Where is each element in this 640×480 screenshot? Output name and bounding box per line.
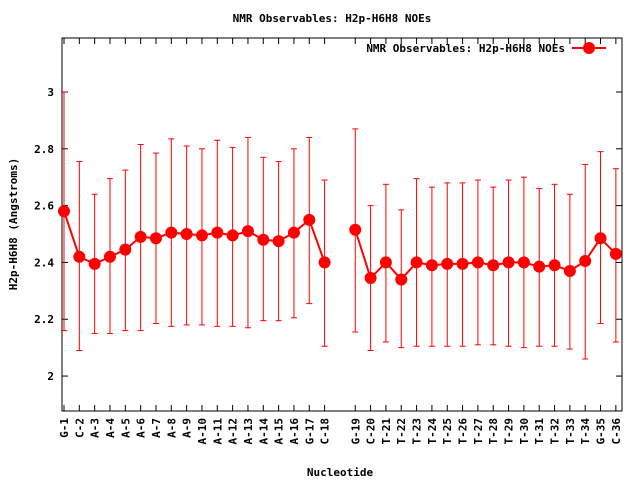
x-tick-label: C-2 (73, 418, 86, 438)
x-tick-label: T-31 (533, 418, 546, 445)
data-point (165, 226, 178, 239)
x-tick-label: A-11 (211, 418, 224, 445)
data-point (502, 256, 515, 269)
x-tick-label: C-20 (365, 418, 378, 445)
x-tick-label: T-34 (579, 418, 592, 445)
x-tick-label: A-9 (181, 418, 194, 438)
x-axis: G-1 C-2 A-3 A-4 A-5 A-6 A-7 A-8 A-9 A-10 A-11 A-12 A… (58, 38, 623, 445)
x-tick-label: A-14 (257, 418, 270, 445)
data-point (134, 230, 147, 243)
x-tick-label: A-6 (135, 418, 148, 438)
data-point (563, 264, 576, 277)
data-point (379, 256, 392, 269)
x-tick-label: T-25 (441, 418, 454, 445)
plot-frame (61, 37, 623, 412)
x-tick-label: T-30 (518, 418, 531, 445)
x-tick-label: A-3 (89, 418, 102, 438)
series-segment (308, 219, 326, 263)
data-point (471, 256, 484, 269)
data-point (548, 259, 561, 272)
x-tick-label: A-7 (150, 418, 163, 438)
data-point (594, 232, 607, 245)
data-point (410, 256, 423, 269)
data-point (303, 213, 316, 226)
data-point (211, 226, 224, 239)
y-tick-label: 2 (47, 370, 54, 383)
data-point (241, 225, 254, 238)
x-tick-label: A-13 (242, 418, 255, 445)
x-tick-label: T-28 (487, 418, 500, 445)
x-tick-label: A-16 (288, 418, 301, 445)
y-tick-label: 2.2 (34, 313, 54, 326)
data-point (180, 228, 193, 241)
x-tick-label: A-10 (196, 418, 209, 445)
series-noe (57, 91, 622, 360)
x-tick-label: A-15 (273, 418, 286, 445)
x-tick-label: T-27 (472, 418, 485, 445)
chart-title: NMR Observables: H2p-H6H8 NOEs (233, 12, 432, 25)
y-tick-label: 2.6 (34, 200, 54, 213)
data-point (103, 250, 116, 263)
data-point (272, 235, 285, 248)
y-axis-label: H2p-H6H8 (Angstroms) (7, 158, 20, 290)
x-tick-label: T-21 (380, 418, 393, 445)
data-point (533, 260, 546, 273)
data-point (149, 232, 162, 245)
x-tick-label: T-33 (564, 418, 577, 445)
x-tick-label: C-18 (319, 418, 332, 445)
data-point (318, 256, 331, 269)
y-tick-label: 2.8 (34, 143, 54, 156)
x-tick-label: A-4 (104, 418, 117, 438)
x-tick-label: G-1 (58, 418, 71, 438)
data-point (441, 257, 454, 270)
data-point (517, 256, 530, 269)
series-segment (63, 210, 81, 258)
x-tick-label: G-17 (303, 418, 316, 445)
data-point (88, 257, 101, 270)
data-point (487, 259, 500, 272)
data-point (456, 257, 469, 270)
y-tick-label: 2.4 (34, 256, 54, 269)
data-point (425, 259, 438, 272)
data-point (395, 273, 408, 286)
data-point (73, 250, 86, 263)
x-tick-label: T-26 (457, 418, 470, 445)
data-point (364, 272, 377, 285)
data-point (579, 255, 592, 268)
legend-label: NMR Observables: H2p-H6H8 NOEs (366, 42, 565, 55)
x-tick-label: A-12 (227, 418, 240, 445)
x-tick-label: T-32 (549, 418, 562, 445)
x-tick-label: T-24 (426, 418, 439, 445)
legend-marker (583, 42, 595, 54)
x-tick-label: T-29 (503, 418, 516, 445)
x-tick-label: G-35 (595, 418, 608, 445)
series-segment (354, 229, 372, 279)
data-point (287, 226, 300, 239)
data-point (257, 233, 270, 246)
data-point (609, 247, 622, 260)
x-tick-label: A-8 (165, 418, 178, 438)
x-tick-label: C-36 (610, 418, 623, 445)
data-point (226, 229, 239, 242)
legend: NMR Observables: H2p-H6H8 NOEs (366, 42, 606, 55)
x-tick-label: T-22 (395, 418, 408, 445)
data-point (119, 243, 132, 256)
x-axis-label: Nucleotide (307, 466, 374, 479)
x-tick-label: G-19 (349, 418, 362, 445)
data-point (349, 223, 362, 236)
y-axis: 2 2.2 2.4 2.6 2.8 3 (34, 86, 622, 383)
data-point (57, 205, 70, 218)
data-point (195, 229, 208, 242)
x-tick-label: T-23 (411, 418, 424, 445)
x-tick-label: A-5 (119, 418, 132, 438)
y-tick-label: 3 (47, 86, 54, 99)
